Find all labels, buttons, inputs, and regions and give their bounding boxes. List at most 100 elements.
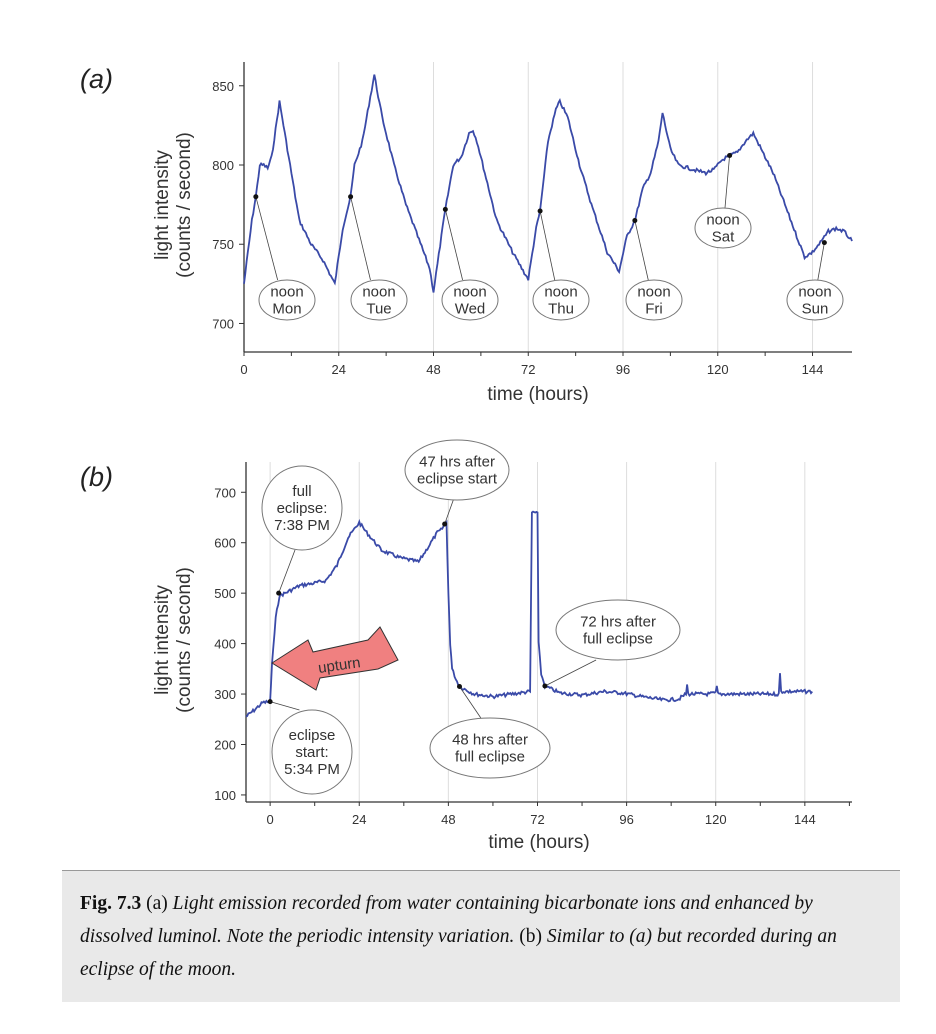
chart-canvas: (a) 0 24 48 72 96 120 144 700 750 800 850 time (hour… — [80, 62, 853, 853]
data-line — [245, 510, 813, 718]
caption-text-b: Similar to (a) but recorded during an ec… — [80, 926, 837, 980]
caption-fig-label: Fig. 7.3 — [80, 893, 142, 914]
annotation-point — [442, 521, 448, 527]
chart-panel-b: (b) 0 24 48 72 96 120 144 100 200 300 400 500 600 700 t… — [80, 439, 852, 853]
figure-caption: Fig. 7.3 (a) Light emission recorded fro… — [62, 870, 900, 1002]
annotation-point — [348, 194, 354, 200]
annotation-point — [457, 683, 463, 689]
annotation-text: full eclipse — [455, 749, 525, 766]
annotation-bubble — [625, 279, 683, 321]
annotation-text: noon — [453, 284, 486, 301]
annotation-point — [542, 683, 548, 689]
annotation-text: 5:34 PM — [284, 761, 340, 778]
panel-label: (a) — [80, 64, 113, 94]
x-tick-label: 72 — [530, 812, 544, 827]
annotation-text: Thu — [548, 301, 574, 318]
annotation-bubble — [555, 599, 681, 661]
leader-line — [539, 210, 556, 281]
x-axis-label: time (hours) — [488, 832, 589, 853]
leader-line — [444, 499, 454, 525]
leader-line — [544, 659, 597, 687]
y-tick-label: 400 — [214, 637, 236, 652]
annotation-text: 72 hrs after — [580, 614, 656, 631]
annotation-text: Fri — [645, 301, 663, 318]
annotation-point — [537, 208, 543, 214]
annotation-point — [442, 206, 448, 212]
annotation-text: noon — [706, 212, 739, 229]
annotation-text: noon — [544, 284, 577, 301]
y-tick-label: 500 — [214, 586, 236, 601]
x-tick-label: 120 — [707, 362, 729, 377]
annotation-text: 7:38 PM — [274, 517, 330, 534]
y-tick-label: 600 — [214, 536, 236, 551]
annotation-text: start: — [295, 744, 328, 761]
annotation-text: eclipse: — [277, 500, 328, 517]
annotation-text: full eclipse — [583, 631, 653, 648]
annotation-bubble — [786, 279, 844, 321]
annotation-text: 47 hrs after — [419, 454, 495, 471]
y-tick-label: 850 — [212, 79, 234, 94]
leader-line — [444, 209, 463, 281]
caption-part-b: (b) — [519, 926, 542, 947]
annotation-bubble — [532, 279, 590, 321]
x-tick-label: 96 — [619, 812, 633, 827]
annotation-text: Mon — [272, 301, 301, 318]
annotation-text: noon — [270, 284, 303, 301]
x-axis-label: time (hours) — [487, 384, 588, 405]
y-tick-label: 750 — [212, 237, 234, 252]
annotation-point — [253, 194, 259, 200]
x-tick-label: 24 — [332, 362, 346, 377]
x-tick-label: 24 — [352, 812, 366, 827]
annotation-text: noon — [637, 284, 670, 301]
caption-part-a: (a) — [146, 893, 168, 914]
x-tick-label: 0 — [240, 362, 247, 377]
annotation-text: noon — [798, 284, 831, 301]
y-tick-label: 300 — [214, 687, 236, 702]
y-axis-label: light intensity — [152, 585, 173, 695]
annotation-bubble — [694, 207, 752, 249]
y-tick-label: 800 — [212, 158, 234, 173]
annotation-point — [276, 590, 282, 596]
leader-line — [278, 549, 296, 594]
annotation-point — [267, 699, 273, 705]
chart-panel-a: (a) 0 24 48 72 96 120 144 700 750 800 850 time (hour… — [80, 62, 853, 405]
x-tick-label: 0 — [267, 812, 274, 827]
annotation-bubble — [429, 717, 551, 779]
leader-line — [270, 701, 300, 711]
y-tick-label: 700 — [212, 316, 234, 331]
leader-line — [817, 242, 825, 281]
upturn-arrow — [271, 626, 399, 691]
x-tick-label: 144 — [802, 362, 824, 377]
y-axis-label: light intensity — [152, 150, 173, 260]
annotation-point — [727, 152, 733, 158]
annotation-text: Wed — [455, 301, 486, 318]
panel-label: (b) — [80, 462, 113, 492]
annotation-bubble — [271, 709, 353, 795]
leader-line — [634, 220, 649, 281]
x-tick-label: 144 — [794, 812, 816, 827]
y-tick-label: 200 — [214, 737, 236, 752]
y-axis-label: (counts / second) — [174, 567, 195, 713]
annotation-text: noon — [362, 284, 395, 301]
leader-line — [459, 686, 482, 719]
x-tick-label: 96 — [616, 362, 630, 377]
y-tick-label: 700 — [214, 485, 236, 500]
upturn-arrow-label: upturn — [317, 654, 361, 677]
x-tick-label: 120 — [705, 812, 727, 827]
x-tick-label: 48 — [441, 812, 455, 827]
annotation-bubble — [258, 279, 316, 321]
data-line — [243, 74, 853, 293]
annotation-text: 48 hrs after — [452, 732, 528, 749]
x-tick-label: 72 — [521, 362, 535, 377]
annotation-point — [632, 217, 638, 223]
x-tick-label: 48 — [426, 362, 440, 377]
annotation-bubble — [404, 439, 510, 501]
annotation-text: eclipse — [289, 727, 336, 744]
annotation-text: Tue — [366, 301, 391, 318]
annotation-text: Sun — [802, 301, 829, 318]
y-tick-label: 100 — [214, 788, 236, 803]
annotation-point — [821, 240, 827, 246]
annotation-bubble — [350, 279, 408, 321]
leader-line — [255, 196, 279, 281]
annotation-bubble — [261, 465, 343, 551]
